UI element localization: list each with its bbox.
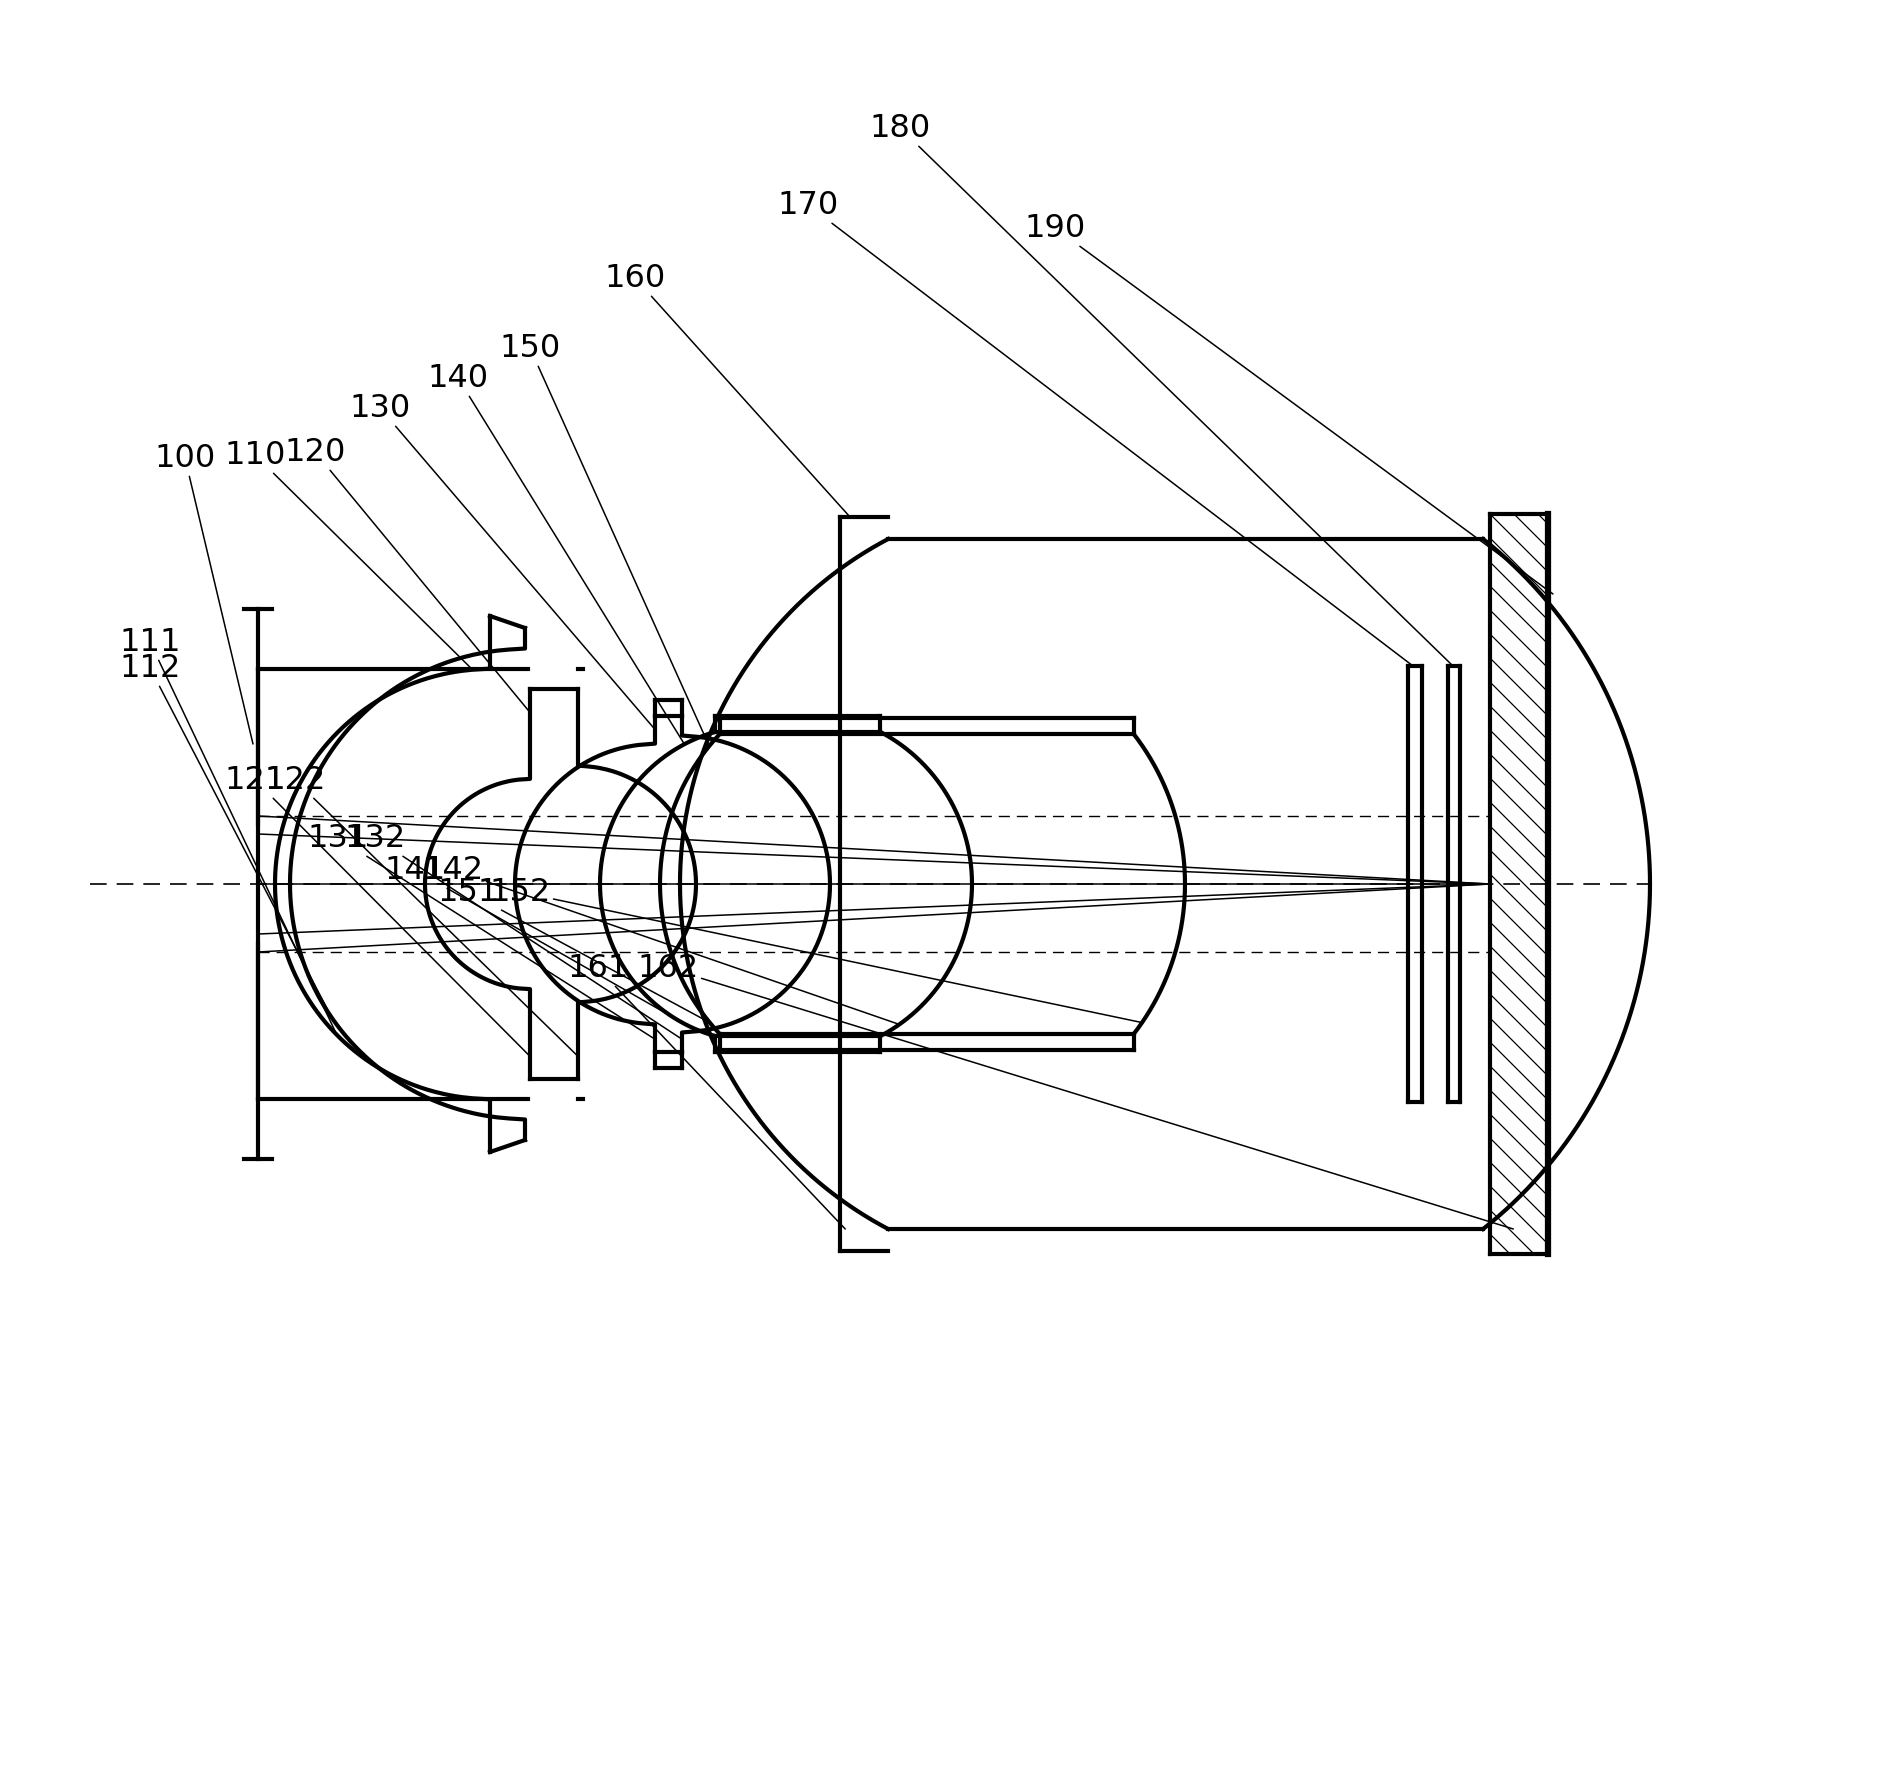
Text: 151: 151: [436, 876, 710, 1022]
Text: 130: 130: [349, 393, 655, 729]
Text: 111: 111: [119, 626, 336, 1035]
Text: 122: 122: [264, 764, 578, 1056]
Text: 141: 141: [383, 854, 686, 1024]
Text: 180: 180: [869, 113, 1453, 665]
Text: 121: 121: [225, 764, 529, 1056]
Text: 160: 160: [604, 262, 850, 517]
Text: 170: 170: [776, 189, 1413, 665]
Text: 161: 161: [567, 952, 844, 1229]
Text: 142: 142: [421, 854, 899, 1024]
Text: 190: 190: [1024, 212, 1553, 594]
Text: 162: 162: [637, 952, 1513, 1229]
Text: 140: 140: [427, 363, 684, 745]
Text: 131: 131: [308, 823, 655, 1038]
Text: 150: 150: [499, 333, 708, 747]
Text: 100: 100: [155, 442, 253, 745]
Text: 110: 110: [225, 439, 472, 670]
Text: 152: 152: [489, 876, 1141, 1022]
Text: 132: 132: [344, 823, 682, 1038]
Text: 120: 120: [283, 437, 529, 713]
Text: 112: 112: [119, 653, 332, 1017]
